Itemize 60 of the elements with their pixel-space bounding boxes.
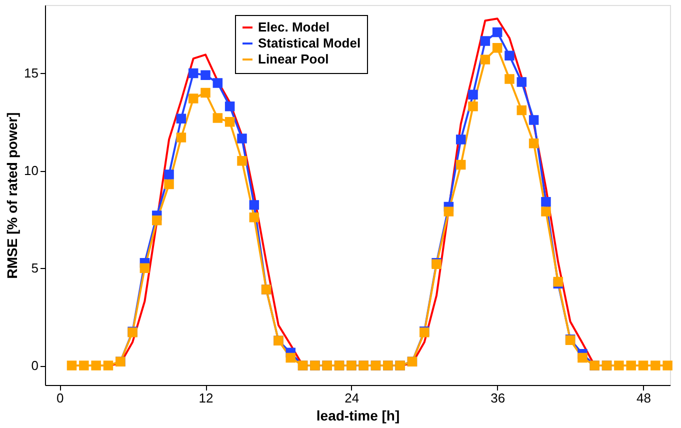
point	[212, 113, 223, 123]
point	[103, 360, 114, 370]
point	[638, 360, 648, 370]
point	[66, 360, 77, 370]
point	[456, 160, 466, 170]
point	[188, 94, 198, 104]
point	[516, 77, 527, 87]
point	[504, 50, 514, 61]
y-tick-label: 5	[31, 260, 38, 276]
point	[578, 352, 588, 363]
point	[468, 101, 478, 112]
point	[614, 360, 624, 370]
x-tick-label: 36	[490, 390, 506, 406]
x-axis-title: lead-time [h]	[316, 408, 400, 424]
point	[662, 360, 672, 370]
point	[516, 105, 527, 116]
point	[492, 43, 502, 53]
legend-label: Elec. Model	[258, 20, 330, 34]
point	[468, 90, 478, 100]
x-tick-label: 24	[344, 390, 360, 406]
point	[200, 70, 210, 80]
point	[541, 196, 551, 207]
y-tick-label: 15	[24, 66, 38, 81]
point	[541, 206, 551, 216]
x-tick-label: 48	[636, 390, 651, 406]
x-tick-label: 12	[198, 390, 214, 406]
point	[79, 360, 89, 370]
point	[249, 200, 260, 210]
point	[237, 134, 247, 144]
point	[237, 156, 247, 166]
point	[140, 263, 150, 273]
legend-label: Statistical Model	[258, 36, 361, 50]
point	[200, 88, 210, 98]
point	[626, 360, 636, 370]
point	[212, 78, 223, 88]
point	[650, 360, 660, 370]
point	[492, 27, 502, 38]
point	[249, 212, 260, 222]
point	[480, 54, 490, 64]
point	[480, 36, 490, 46]
point	[456, 134, 466, 144]
x-tick-label: 0	[56, 390, 64, 406]
point	[528, 138, 539, 148]
point	[224, 101, 235, 112]
point	[444, 206, 454, 216]
point	[528, 115, 539, 125]
point	[504, 74, 514, 84]
point	[164, 170, 174, 180]
point	[164, 179, 174, 190]
point	[176, 132, 186, 142]
point	[224, 117, 235, 127]
point	[91, 360, 101, 370]
point	[188, 68, 198, 78]
y-axis-title: RMSE [% of rated power]	[4, 112, 20, 279]
point	[176, 114, 186, 124]
y-tick-label: 10	[24, 163, 38, 178]
y-tick-label: 0	[31, 358, 38, 374]
point	[286, 352, 296, 363]
point	[152, 215, 162, 226]
legend-label: Linear Pool	[258, 52, 329, 66]
